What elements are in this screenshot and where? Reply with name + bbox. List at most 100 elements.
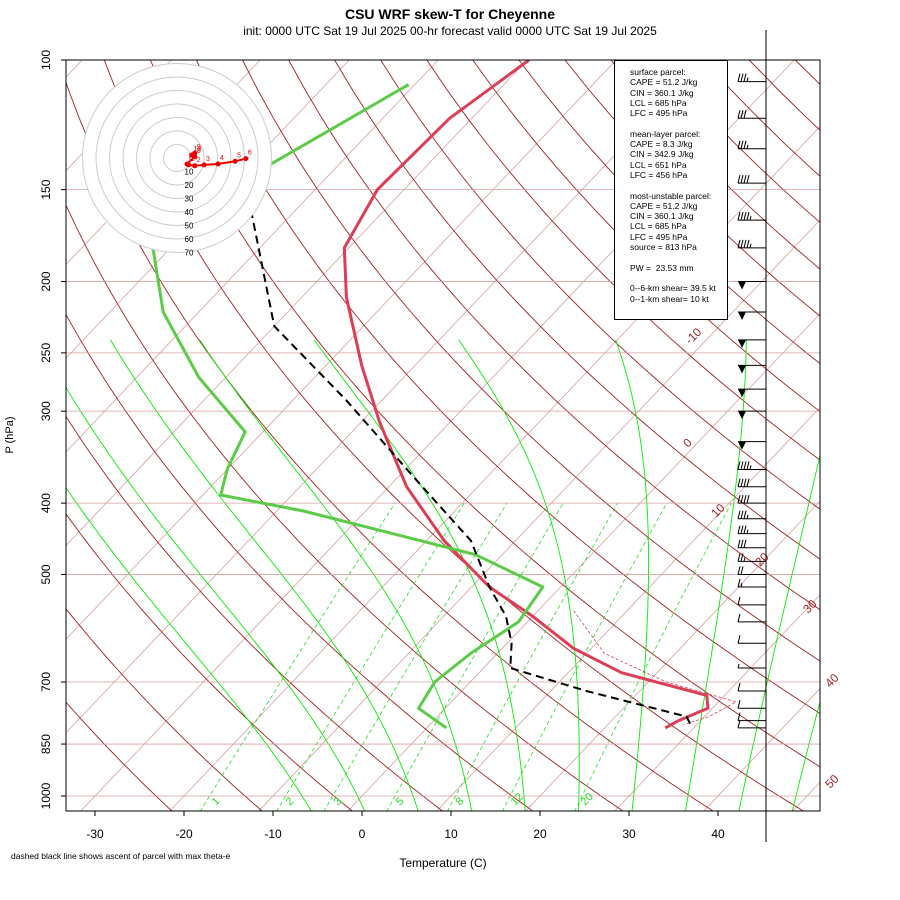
dry-adiabat (472, 60, 820, 413)
hodograph-ring-label: 70 (185, 249, 194, 258)
wind-barb-flag (737, 539, 741, 548)
mixing-ratio-line (199, 502, 396, 811)
wind-barb (738, 364, 766, 374)
wind-barb (737, 525, 766, 535)
wind-barb-flag (740, 553, 744, 562)
wind-barb-flag (737, 73, 741, 82)
dry-adiabat-label: 20 (752, 550, 772, 570)
dry-adiabat (66, 513, 353, 811)
chart-subtitle: init: 0000 UTC Sat 19 Jul 2025 00-hr for… (243, 24, 657, 38)
y-tick-label: 400 (39, 493, 53, 513)
temperature-profile (342, 60, 710, 730)
dry-adiabat (288, 60, 820, 611)
wind-barb-flag (737, 461, 741, 470)
dry-adiabat (380, 60, 820, 510)
mixing-ratio-label: 20 (579, 791, 596, 808)
hodograph-ring-label: 30 (185, 195, 194, 204)
wind-barb (738, 410, 766, 420)
wind-barb-flag (746, 239, 750, 249)
moist-adiabat (615, 339, 650, 811)
hodograph-ring-label: 10 (185, 168, 194, 177)
wind-barb-flag (746, 211, 750, 221)
wind-barb-flag (743, 525, 747, 534)
wind-barb (737, 478, 766, 488)
hodograph-point-label: 6 (248, 150, 252, 157)
hodograph-point-label: 5 (237, 152, 241, 159)
dry-adiabat (66, 608, 263, 811)
wind-barb-flag (737, 700, 741, 709)
hodograph-point-label: 1 (191, 156, 195, 163)
isotherm-line (703, 688, 820, 811)
dry-adiabat (748, 60, 820, 131)
wind-barb-flag (737, 613, 741, 623)
wind-barb-flag (737, 211, 741, 221)
wind-barb-half (749, 215, 752, 221)
wind-barb (738, 441, 766, 450)
wind-barb-flag (740, 73, 744, 82)
wind-barb-flag (737, 553, 741, 562)
moist-adiabat (685, 339, 747, 811)
wind-barb (737, 712, 766, 722)
hodograph-ring (163, 144, 191, 172)
y-tick-label: 100 (39, 50, 53, 70)
info-line: LFC = 495 hPa (630, 231, 688, 242)
wind-barb-flag (740, 140, 744, 149)
isotherm-line (66, 60, 706, 734)
wind-barb-flag (740, 175, 744, 184)
info-line (630, 180, 727, 190)
dry-adiabat (702, 60, 820, 177)
wind-barb (737, 539, 766, 549)
mixing-ratio-label: 3 (332, 795, 345, 808)
mixing-ratio-line (501, 502, 668, 811)
hodograph-point (186, 162, 192, 168)
wind-barb-flag (746, 478, 750, 487)
info-line (630, 273, 727, 283)
hodograph-ring (95, 76, 259, 240)
info-line: CAPE = 51.2 J/kg (630, 200, 698, 211)
dry-adiabat (149, 60, 820, 768)
wind-barb-flag (737, 478, 741, 487)
wind-barb-pennant (738, 441, 746, 450)
info-line (630, 118, 727, 128)
wind-barb (737, 635, 766, 644)
wind-barb-pennant (738, 339, 746, 348)
wind-barb-flag (740, 478, 744, 487)
mixing-ratio-line (574, 502, 732, 811)
mixing-ratio-line (323, 502, 508, 811)
wind-barb-half (746, 144, 749, 149)
footnote: dashed black line shows ascent of parcel… (11, 851, 231, 861)
mixing-ratio-label: 5 (394, 795, 407, 808)
y-tick-label: 300 (39, 401, 53, 421)
wind-barb-flag (746, 175, 750, 184)
info-line: LFC = 456 hPa (630, 169, 688, 180)
info-line: CAPE = 51.2 J/kg (630, 77, 698, 88)
dry-adiabat (66, 313, 534, 811)
y-tick-label: 850 (39, 734, 53, 754)
wind-barb (737, 613, 766, 623)
hodograph-ring (82, 63, 272, 253)
isotherm-line (66, 60, 617, 640)
x-tick-label: 40 (711, 827, 725, 841)
isotherm-line (614, 594, 820, 811)
wind-barb-flag (737, 596, 741, 606)
mixing-ratio-line (447, 502, 619, 811)
wind-barb-flag (737, 712, 741, 721)
wind-barb (738, 339, 766, 348)
wind-barb-flag (740, 539, 744, 548)
hodograph-point-label: 10 (194, 146, 202, 153)
wind-barb (738, 388, 766, 398)
x-tick-label: 10 (444, 827, 458, 841)
wind-barb-flag (743, 175, 747, 184)
wind-barb-flag (743, 510, 747, 519)
moist-adiabat (458, 339, 580, 811)
wind-barb-flag (737, 525, 741, 534)
hodograph-point (232, 158, 238, 164)
info-line (630, 252, 727, 262)
wind-barb (738, 311, 766, 321)
wind-barb-flag (743, 110, 747, 119)
wind-barb (737, 719, 766, 729)
wind-barb-flag (743, 211, 747, 221)
wind-barb (737, 211, 766, 221)
hodograph-ring-label: 50 (185, 222, 194, 231)
wind-barb-half (746, 77, 749, 82)
